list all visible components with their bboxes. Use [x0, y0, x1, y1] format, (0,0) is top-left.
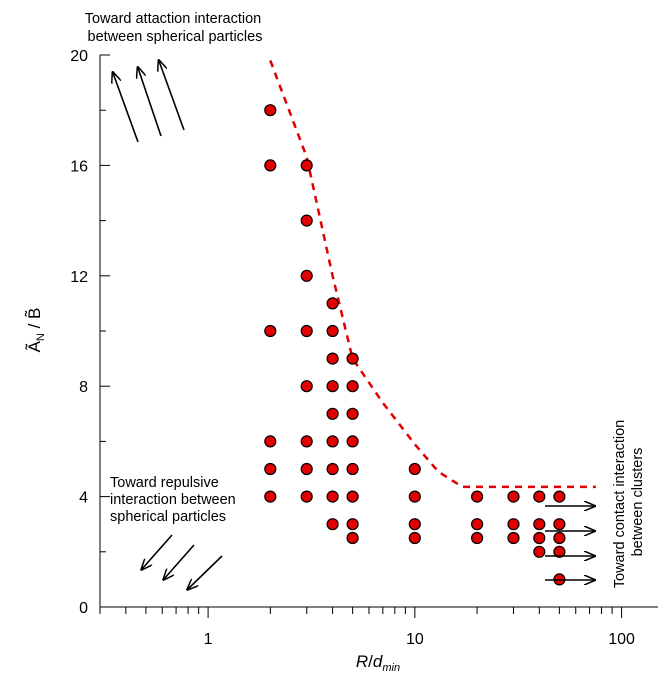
data-point [326, 324, 339, 338]
data-point [408, 531, 421, 545]
attraction-arrow [159, 61, 185, 131]
y-tick-label: 4 [79, 490, 88, 507]
data-point [264, 159, 277, 172]
data-point [264, 324, 277, 338]
data-point [326, 518, 339, 531]
repulsive-arrow [142, 534, 173, 569]
repulsive-arrow [188, 555, 223, 589]
data-point [553, 490, 566, 503]
data-point [471, 518, 484, 531]
annotation-repulsive: Toward repulsive interaction between sph… [110, 475, 240, 525]
data-point [300, 324, 313, 338]
y-tick-label: 0 [79, 600, 88, 617]
data-point [533, 531, 546, 545]
attraction-arrows [113, 61, 185, 143]
data-point [346, 352, 359, 365]
data-point [300, 490, 313, 503]
x-axis-ticks: 1 10 100 [99, 607, 635, 648]
data-point [471, 531, 484, 545]
data-point [326, 380, 339, 393]
data-point [300, 159, 313, 172]
data-point [326, 435, 339, 448]
y-tick-label: 16 [70, 158, 88, 175]
x-tick-label: 10 [406, 631, 424, 648]
data-point [346, 462, 359, 476]
boundary-dashed-line [269, 60, 596, 489]
data-point [326, 490, 339, 503]
data-point [408, 490, 421, 503]
y-tick-label: 12 [70, 269, 88, 286]
data-point [346, 435, 359, 448]
data-point [264, 104, 277, 117]
data-points [264, 104, 566, 586]
y-tick-label: 8 [79, 379, 88, 396]
attraction-arrow [138, 68, 162, 137]
repulsive-arrows [142, 534, 223, 589]
data-point [264, 490, 277, 503]
data-point [507, 490, 520, 503]
annotation-attraction: Toward attaction interaction between sph… [85, 11, 266, 45]
data-point [326, 297, 339, 310]
repulsive-arrow [164, 544, 195, 579]
data-point [326, 407, 339, 420]
data-point [408, 462, 421, 476]
data-point [346, 380, 359, 393]
data-point [471, 490, 484, 503]
x-tick-label: 1 [204, 631, 213, 648]
data-point [507, 531, 520, 545]
data-point [553, 545, 566, 558]
data-point [346, 407, 359, 420]
data-point [300, 462, 313, 476]
attraction-arrow [113, 73, 139, 143]
data-point [300, 214, 313, 227]
contact-arrows [545, 506, 594, 580]
data-point [346, 490, 359, 503]
data-point [533, 490, 546, 503]
y-axis-ticks: 0 4 8 12 16 20 [70, 48, 110, 617]
data-point [264, 435, 277, 448]
data-point [326, 462, 339, 476]
data-point [300, 380, 313, 393]
x-axis-title: R/dmin [356, 652, 400, 674]
data-point [300, 435, 313, 448]
data-point [346, 518, 359, 531]
data-point [300, 269, 313, 282]
data-point [533, 518, 546, 531]
data-point [553, 531, 566, 545]
annotation-contact: Toward contact interaction between clust… [612, 416, 646, 588]
data-point [264, 462, 277, 476]
x-tick-label: 100 [608, 631, 635, 648]
data-point [346, 531, 359, 545]
data-point [326, 352, 339, 365]
y-axis-title: ÃN / B̃ [24, 308, 47, 353]
y-tick-label: 20 [70, 48, 88, 65]
data-point [553, 518, 566, 531]
data-point [507, 518, 520, 531]
data-point [533, 545, 546, 558]
data-point [408, 518, 421, 531]
